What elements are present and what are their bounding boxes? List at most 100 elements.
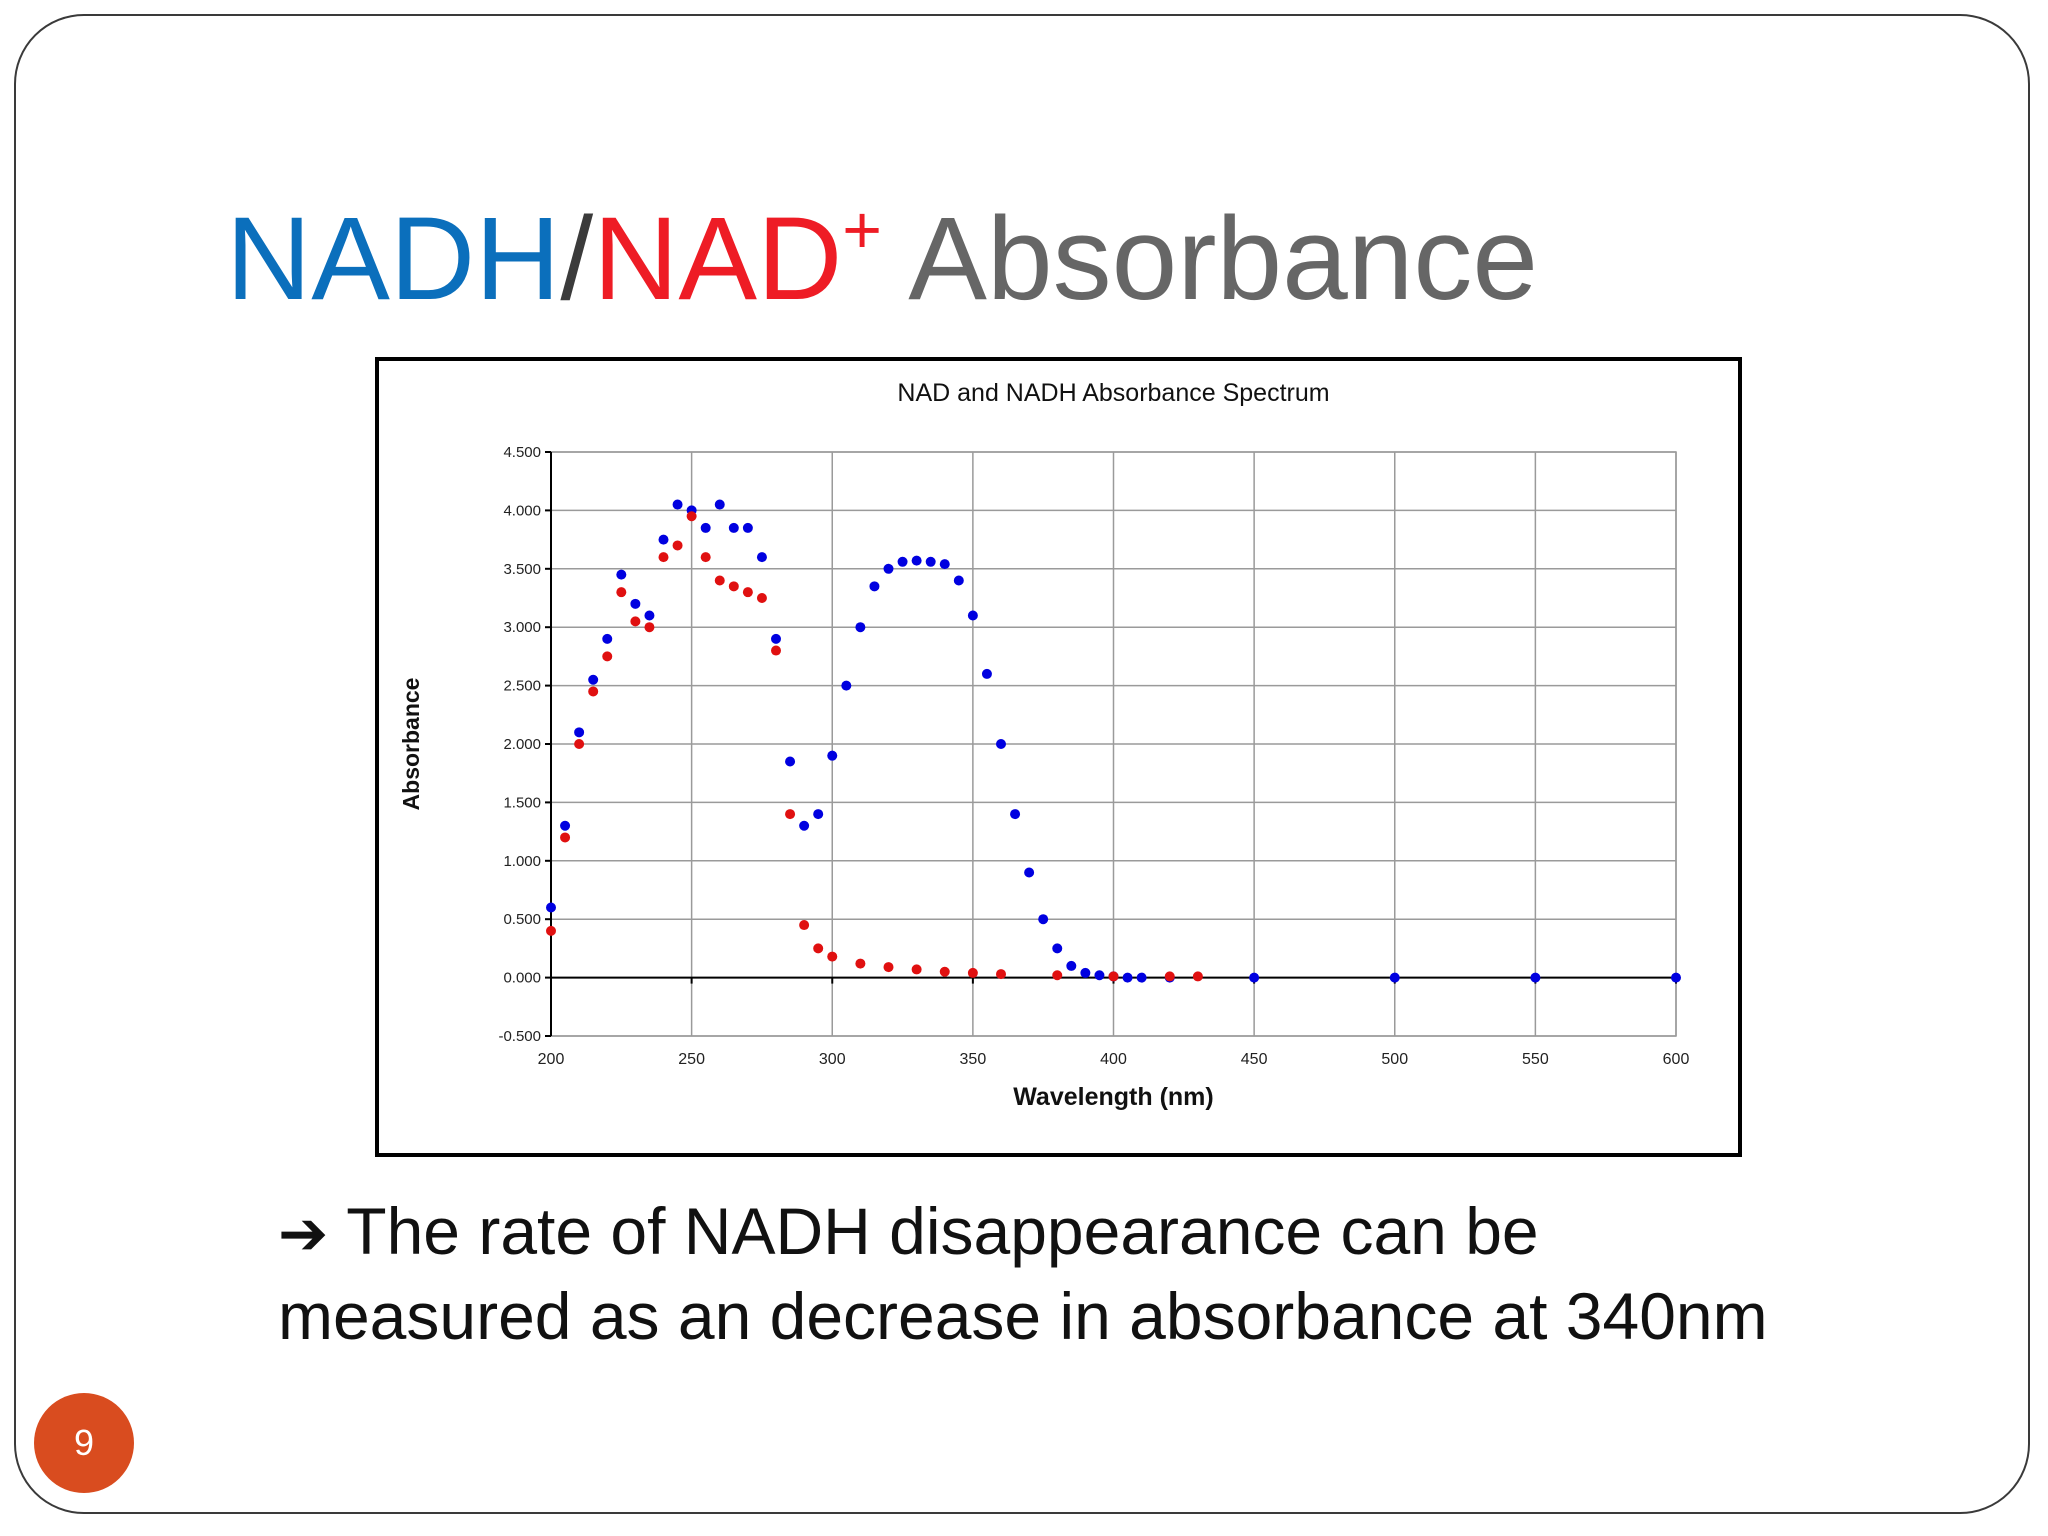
data-point-series-1	[1122, 972, 1133, 983]
data-point-series-2	[785, 809, 796, 820]
data-point-series-1	[1066, 960, 1077, 971]
data-point-series-1	[939, 559, 950, 570]
data-point-series-1	[827, 750, 838, 761]
data-point-series-2	[756, 593, 767, 603]
y-tick-label: 4.500	[503, 444, 541, 461]
data-point-series-2	[967, 967, 978, 978]
data-point-series-1	[560, 820, 571, 831]
data-point-series-1	[742, 522, 753, 533]
x-tick-label: 200	[538, 1051, 565, 1068]
data-point-series-2	[630, 616, 641, 627]
x-axis-label: Wavelength (nm)	[1013, 1083, 1213, 1111]
chart-container: -0.500 0.000 0.500 1.000 1.500 2.000 2.500 3.00…	[375, 357, 1742, 1157]
data-point-series-2	[939, 966, 950, 977]
x-tick-label: 600	[1663, 1051, 1690, 1068]
x-tick-label: 500	[1381, 1051, 1408, 1068]
y-tick-label: 0.000	[503, 970, 541, 987]
x-tick-label: 350	[960, 1051, 987, 1068]
data-point-series-1	[602, 633, 613, 644]
data-point-series-2	[700, 552, 711, 563]
data-point-series-1	[813, 809, 824, 820]
data-point-series-1	[546, 902, 556, 913]
data-point-series-2	[686, 511, 697, 522]
data-point-series-1	[1249, 972, 1260, 983]
data-point-series-1	[1024, 867, 1035, 878]
y-tick-label: 1.000	[503, 853, 541, 870]
y-tick-label: -0.500	[498, 1028, 541, 1045]
data-point-series-1	[574, 727, 585, 738]
data-point-series-1	[771, 633, 781, 644]
data-point-series-2	[602, 651, 613, 662]
title-nad: NAD	[593, 193, 843, 325]
data-point-series-1	[630, 598, 641, 609]
data-point-series-1	[996, 739, 1006, 749]
y-tick-label: 2.500	[503, 678, 541, 695]
page-number-badge: 9	[34, 1393, 134, 1493]
data-point-series-1	[897, 556, 908, 567]
data-point-series-1	[841, 680, 852, 691]
data-point-series-1	[1530, 972, 1541, 983]
data-point-series-1	[700, 522, 711, 533]
y-tick-label: 4.000	[503, 502, 541, 519]
chart-title: NAD and NADH Absorbance Spectrum	[897, 379, 1329, 407]
data-point-series-2	[813, 943, 824, 954]
data-point-series-2	[728, 581, 739, 592]
data-point-series-2	[911, 964, 922, 975]
data-point-series-1	[714, 499, 725, 510]
caption-line-1: ➔ The rate of NADH disappearance can be	[278, 1190, 1768, 1275]
caption: ➔ The rate of NADH disappearance can be m…	[278, 1190, 1768, 1357]
data-point-series-1	[785, 756, 796, 767]
data-point-series-1	[981, 668, 992, 679]
slide-frame	[14, 14, 2030, 1514]
data-point-series-2	[588, 686, 599, 697]
data-point-series-2	[855, 958, 866, 969]
x-tick-label: 250	[678, 1051, 705, 1068]
data-point-series-2	[546, 925, 556, 936]
data-point-series-1	[588, 674, 599, 685]
data-point-series-2	[1192, 971, 1203, 982]
title-absorbance: Absorbance	[882, 193, 1539, 325]
title-nadh: NADH	[226, 193, 561, 325]
data-point-series-2	[560, 832, 571, 843]
data-point-series-1	[855, 622, 866, 633]
data-point-series-2	[574, 739, 585, 749]
data-point-series-1	[925, 556, 936, 567]
data-point-series-2	[658, 552, 669, 563]
absorbance-chart: -0.500 0.000 0.500 1.000 1.500 2.000 2.500 3.00…	[398, 379, 1690, 1111]
slide-title: NADH/NAD+ Absorbance	[226, 160, 1538, 329]
x-tick-label: 550	[1522, 1051, 1549, 1068]
data-point-series-1	[883, 563, 894, 574]
x-tick-label: 450	[1241, 1051, 1268, 1068]
arrow-right-icon: ➔	[278, 1199, 329, 1269]
data-point-series-2	[672, 540, 683, 551]
data-point-series-1	[728, 522, 739, 533]
data-point-series-1	[1010, 809, 1021, 820]
data-point-series-2	[1164, 971, 1175, 982]
data-point-series-1	[1094, 970, 1105, 981]
data-point-series-2	[616, 587, 627, 598]
data-point-series-1	[644, 610, 655, 621]
data-point-series-1	[658, 534, 669, 545]
data-point-series-2	[644, 622, 655, 633]
data-point-series-2	[996, 969, 1006, 980]
data-point-series-1	[1389, 972, 1400, 983]
data-point-series-1	[967, 610, 978, 621]
y-tick-label: 2.000	[503, 736, 541, 753]
data-point-series-1	[616, 569, 627, 580]
data-point-series-2	[771, 645, 781, 656]
y-tick-label: 3.000	[503, 619, 541, 636]
data-point-series-1	[1671, 972, 1681, 983]
data-point-series-2	[799, 920, 810, 931]
data-point-series-1	[1080, 967, 1091, 978]
x-tick-label: 300	[819, 1051, 846, 1068]
data-point-series-1	[1038, 914, 1049, 925]
data-point-series-1	[1052, 943, 1063, 954]
data-point-series-2	[714, 575, 725, 586]
caption-line-1-text: The rate of NADH disappearance can be	[346, 1194, 1539, 1268]
y-tick-label: 3.500	[503, 561, 541, 578]
data-point-series-1	[953, 575, 964, 586]
data-point-series-2	[742, 587, 753, 598]
title-superscript: +	[842, 192, 883, 268]
data-point-series-1	[1136, 972, 1147, 983]
data-point-series-2	[1108, 971, 1119, 982]
